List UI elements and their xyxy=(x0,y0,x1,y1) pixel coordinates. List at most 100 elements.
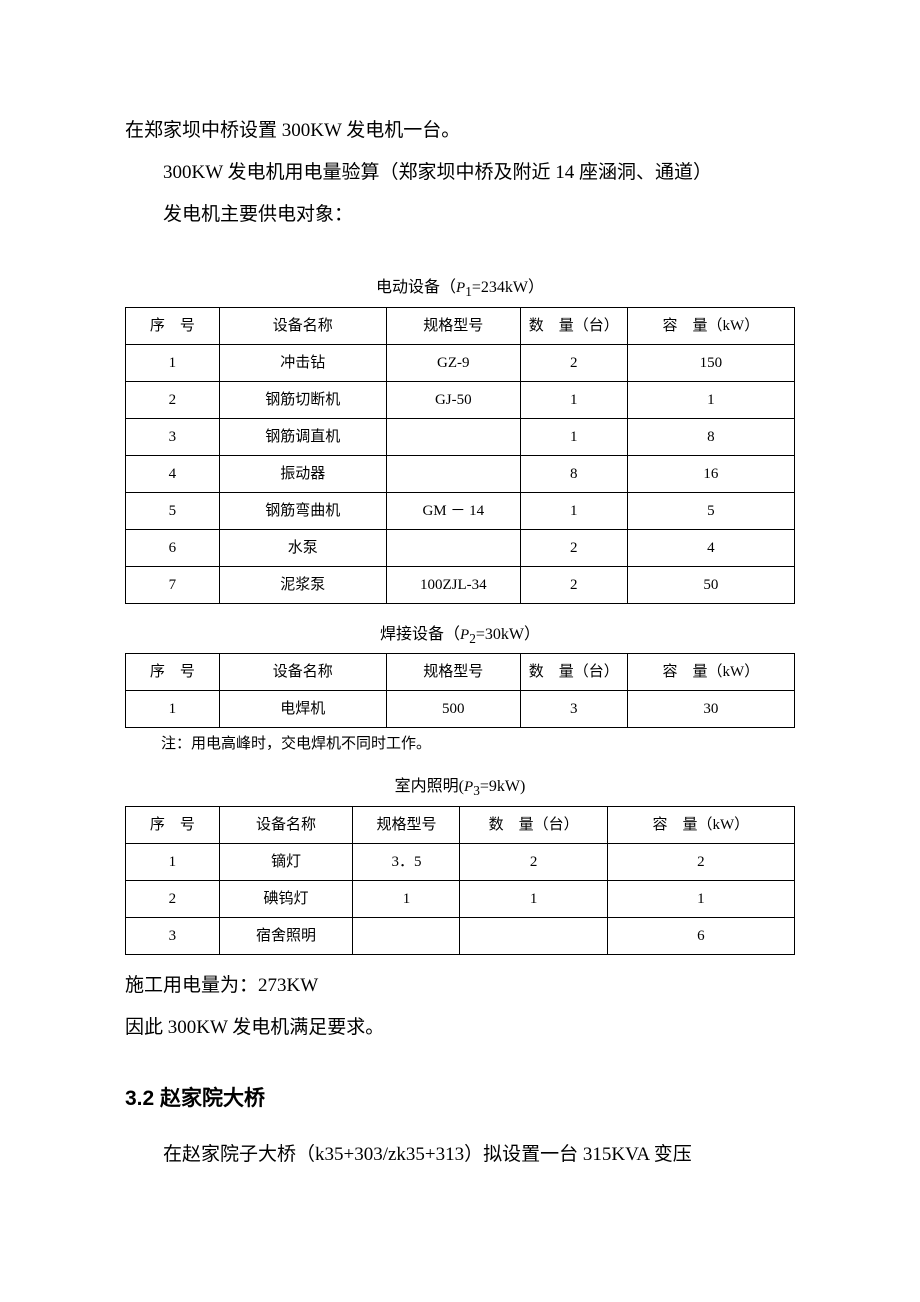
th-cap: 容 量（kW） xyxy=(607,806,794,843)
table-header-row: 序 号 设备名称 规格型号 数 量（台） 容 量（kW） xyxy=(126,307,795,344)
caption-suffix: =30kW） xyxy=(476,626,540,643)
th-name: 设备名称 xyxy=(219,806,353,843)
th-name: 设备名称 xyxy=(219,307,386,344)
caption-var: P xyxy=(456,280,465,296)
cell-cap: 8 xyxy=(627,418,794,455)
caption-suffix: =234kW） xyxy=(472,279,544,296)
table-row: 1镝灯3．522 xyxy=(126,843,795,880)
cell-name: 泥浆泵 xyxy=(219,566,386,603)
table2-caption: 焊接设备（P2=30kW） xyxy=(125,622,795,650)
table3-caption: 室内照明(P3=9kW) xyxy=(125,774,795,802)
cell-name: 碘钨灯 xyxy=(219,880,353,917)
cell-qty: 8 xyxy=(520,455,627,492)
cell-qty: 1 xyxy=(520,418,627,455)
cell-seq: 3 xyxy=(126,418,220,455)
caption-suffix: =9kW) xyxy=(480,778,525,795)
intro-line-1: 在郑家坝中桥设置 300KW 发电机一台。 xyxy=(125,110,795,152)
caption-var: P xyxy=(464,779,473,795)
th-model: 规格型号 xyxy=(386,654,520,691)
cell-cap: 5 xyxy=(627,492,794,529)
table-header-row: 序 号 设备名称 规格型号 数 量（台） 容 量（kW） xyxy=(126,806,795,843)
cell-seq: 1 xyxy=(126,843,220,880)
cell-name: 钢筋切断机 xyxy=(219,381,386,418)
cell-model: 100ZJL-34 xyxy=(386,566,520,603)
cell-qty: 1 xyxy=(520,492,627,529)
cell-qty: 2 xyxy=(520,566,627,603)
cell-qty: 1 xyxy=(460,880,607,917)
table2-note: 注：用电高峰时，交电焊机不同时工作。 xyxy=(125,728,795,756)
cell-seq: 4 xyxy=(126,455,220,492)
table-row: 2碘钨灯111 xyxy=(126,880,795,917)
cell-name: 钢筋调直机 xyxy=(219,418,386,455)
cell-cap: 4 xyxy=(627,529,794,566)
cell-qty xyxy=(460,917,607,954)
table-welding-equipment: 序 号 设备名称 规格型号 数 量（台） 容 量（kW） 1电焊机500330 xyxy=(125,653,795,728)
caption-sub: 3 xyxy=(473,784,480,799)
th-model: 规格型号 xyxy=(353,806,460,843)
table-row: 2钢筋切断机GJ-5011 xyxy=(126,381,795,418)
cell-model xyxy=(386,418,520,455)
table-row: 7泥浆泵100ZJL-34250 xyxy=(126,566,795,603)
caption-var: P xyxy=(460,627,469,643)
caption-sub: 1 xyxy=(465,285,472,300)
cell-seq: 5 xyxy=(126,492,220,529)
cell-model xyxy=(386,529,520,566)
cell-name: 冲击钻 xyxy=(219,344,386,381)
th-cap: 容 量（kW） xyxy=(627,307,794,344)
caption-text: 室内照明( xyxy=(395,778,464,795)
cell-seq: 1 xyxy=(126,344,220,381)
cell-cap: 30 xyxy=(627,691,794,728)
spacer xyxy=(125,235,795,257)
cell-seq: 7 xyxy=(126,566,220,603)
cell-cap: 1 xyxy=(627,381,794,418)
cell-cap: 50 xyxy=(627,566,794,603)
table-row: 1电焊机500330 xyxy=(126,691,795,728)
cell-model: GM － 14 xyxy=(386,492,520,529)
caption-text: 电动设备（ xyxy=(376,279,456,296)
cell-model xyxy=(353,917,460,954)
section-3-2-p1: 在赵家院子大桥（k35+303/zk35+313）拟设置一台 315KVA 变压 xyxy=(125,1134,795,1176)
cell-model: GZ-9 xyxy=(386,344,520,381)
cell-qty: 2 xyxy=(520,529,627,566)
table3-body: 1镝灯3．5222碘钨灯1113宿舍照明6 xyxy=(126,843,795,954)
table-header-row: 序 号 设备名称 规格型号 数 量（台） 容 量（kW） xyxy=(126,654,795,691)
table-row: 5钢筋弯曲机GM － 1415 xyxy=(126,492,795,529)
cell-name: 钢筋弯曲机 xyxy=(219,492,386,529)
th-qty: 数 量（台） xyxy=(460,806,607,843)
cell-qty: 3 xyxy=(520,691,627,728)
table-row: 3宿舍照明6 xyxy=(126,917,795,954)
cell-qty: 2 xyxy=(520,344,627,381)
cell-model: GJ-50 xyxy=(386,381,520,418)
cell-seq: 6 xyxy=(126,529,220,566)
conclusion-line-2: 因此 300KW 发电机满足要求。 xyxy=(125,1007,795,1049)
cell-name: 振动器 xyxy=(219,455,386,492)
cell-seq: 2 xyxy=(126,880,220,917)
cell-cap: 150 xyxy=(627,344,794,381)
cell-name: 宿舍照明 xyxy=(219,917,353,954)
conclusion-line-1: 施工用电量为：273KW xyxy=(125,965,795,1007)
caption-sub: 2 xyxy=(469,631,476,646)
th-qty: 数 量（台） xyxy=(520,654,627,691)
cell-qty: 1 xyxy=(520,381,627,418)
table2-body: 1电焊机500330 xyxy=(126,691,795,728)
table1-caption: 电动设备（P1=234kW） xyxy=(125,275,795,303)
cell-cap: 2 xyxy=(607,843,794,880)
cell-name: 水泵 xyxy=(219,529,386,566)
th-seq: 序 号 xyxy=(126,654,220,691)
cell-model: 3．5 xyxy=(353,843,460,880)
th-name: 设备名称 xyxy=(219,654,386,691)
section-3-2-heading: 3.2 赵家院大桥 xyxy=(125,1082,795,1116)
cell-name: 镝灯 xyxy=(219,843,353,880)
cell-cap: 1 xyxy=(607,880,794,917)
table-electric-equipment: 序 号 设备名称 规格型号 数 量（台） 容 量（kW） 1冲击钻GZ-9215… xyxy=(125,307,795,604)
intro-line-2: 300KW 发电机用电量验算（郑家坝中桥及附近 14 座涵洞、通道） xyxy=(125,152,795,194)
spacer xyxy=(125,955,795,965)
table-row: 1冲击钻GZ-92150 xyxy=(126,344,795,381)
intro-line-3: 发电机主要供电对象： xyxy=(125,194,795,236)
table-row: 6水泵 24 xyxy=(126,529,795,566)
cell-seq: 3 xyxy=(126,917,220,954)
cell-qty: 2 xyxy=(460,843,607,880)
cell-model: 1 xyxy=(353,880,460,917)
th-model: 规格型号 xyxy=(386,307,520,344)
cell-seq: 2 xyxy=(126,381,220,418)
